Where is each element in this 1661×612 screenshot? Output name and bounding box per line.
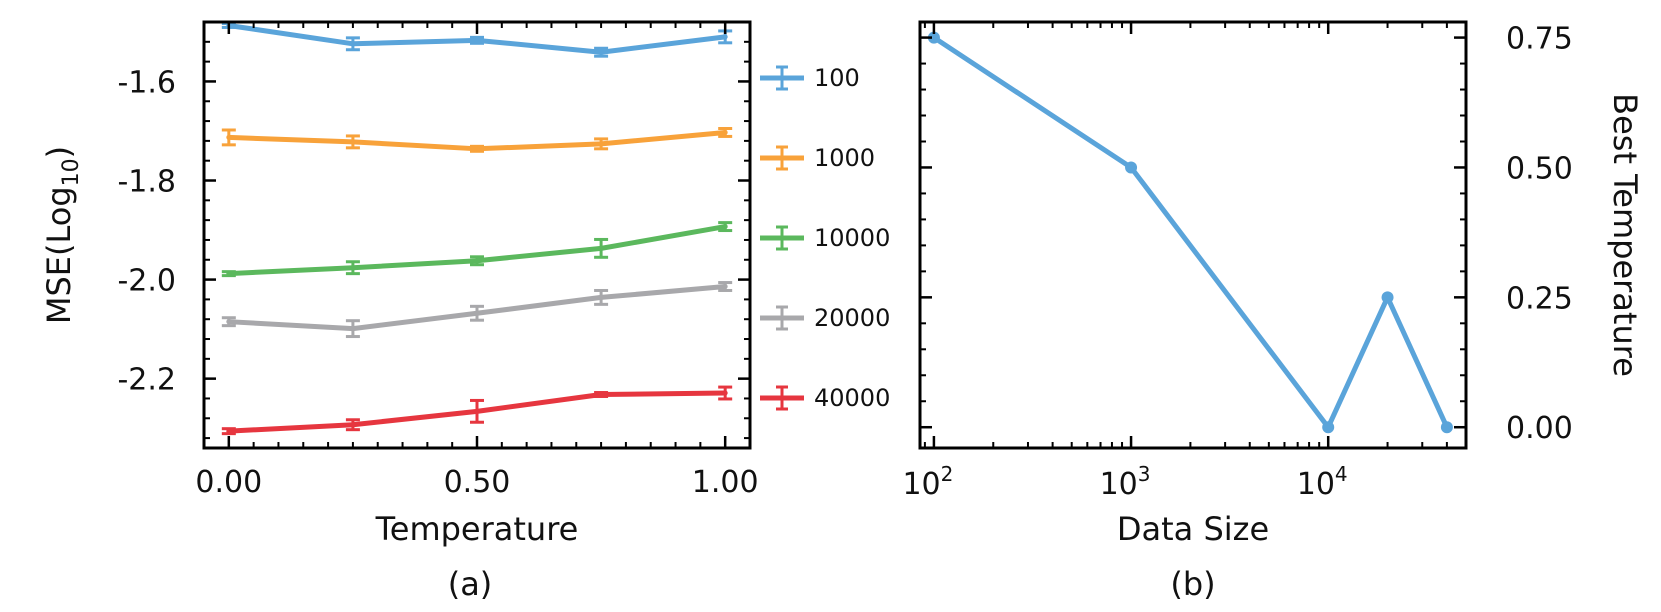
- chart-b-xtick-base: 10: [1100, 467, 1138, 502]
- chart-a-legend-label: 10000: [814, 224, 890, 252]
- chart-a-ylabel-close: ): [40, 146, 78, 158]
- chart-b-point: [1322, 421, 1335, 434]
- chart-a-xtick-label: 0.50: [444, 465, 511, 500]
- chart-a-legend-label: 40000: [814, 384, 890, 412]
- chart-a-point: [226, 319, 232, 325]
- chart-a-point: [350, 326, 356, 332]
- chart-a-point: [474, 258, 480, 264]
- chart-a-point: [598, 49, 604, 55]
- chart-b-xtick-exponent: 4: [1335, 462, 1348, 486]
- chart-a-ticks: 0.00 0.50 1.00 -1.6 -1.8 -2.0 -2.2: [117, 22, 759, 500]
- chart-b-xtick-exponent: 2: [941, 462, 954, 486]
- chart-a-point: [722, 390, 728, 396]
- chart-a-point: [722, 129, 728, 135]
- chart-a-ylabel: MSE(Log10): [40, 146, 84, 324]
- chart-a-ylabel-sub: 10: [59, 158, 84, 186]
- chart-a-ytick-label: -1.6: [117, 65, 176, 100]
- chart-b-xtick-label: 104: [1297, 462, 1348, 502]
- chart-a-marks: [221, 21, 733, 436]
- chart-a-ytick-label: -2.2: [117, 363, 176, 398]
- chart-a-point: [474, 37, 480, 43]
- chart-b-xtick-base: 10: [902, 467, 940, 502]
- chart-b-point: [1381, 291, 1394, 304]
- chart-a-point: [598, 245, 604, 251]
- chart-a-point: [598, 141, 604, 147]
- chart-b-caption: (b): [1170, 565, 1215, 603]
- chart-a-legend-label: 1000: [814, 144, 875, 172]
- chart-a-xtick-label: 0.00: [195, 465, 262, 500]
- chart-a-point: [350, 265, 356, 271]
- chart-a-point: [598, 392, 604, 398]
- chart-a-point: [226, 428, 232, 434]
- chart-b-series-line: [932, 35, 1450, 430]
- chart-a-point: [226, 271, 232, 277]
- chart-a-legend-label: 20000: [814, 304, 890, 332]
- chart-a-point: [474, 310, 480, 316]
- chart-a-series-line: [228, 224, 726, 277]
- chart-b-ytick-label: 0.50: [1506, 151, 1573, 186]
- chart-b-point: [1440, 421, 1453, 434]
- chart-a-ylabel-base: MSE(Log: [40, 186, 78, 324]
- chart-a-caption: (a): [448, 565, 493, 603]
- chart-a-point: [350, 139, 356, 145]
- chart-a-xtick-label: 1.00: [692, 465, 759, 500]
- chart-b-marks: [927, 31, 1453, 434]
- chart-b-ylabel: Best Temperature: [1606, 93, 1644, 377]
- chart-a-legend-label: 100: [814, 64, 860, 92]
- chart-a-point: [350, 422, 356, 428]
- chart-b-xlabel: Data Size: [1117, 510, 1269, 548]
- chart-a-point: [226, 134, 232, 140]
- chart-b-xtick-label: 103: [1100, 462, 1151, 502]
- chart-a-point: [474, 146, 480, 152]
- chart-b-ytick-label: 0.00: [1506, 411, 1573, 446]
- chart-b-ytick-label: 0.75: [1506, 22, 1573, 57]
- chart-b-ytick-label: 0.25: [1506, 281, 1573, 316]
- chart-a-legend: 100 1000 10000 20000 40000: [760, 64, 890, 412]
- chart-b-point: [927, 31, 940, 44]
- chart-a-point: [722, 224, 728, 230]
- chart-a-ytick-label: -1.8: [117, 165, 176, 200]
- chart-a: 0.00 0.50 1.00 -1.6 -1.8 -2.0 -2.2 100 1000 1000…: [40, 20, 890, 603]
- chart-a-point: [722, 34, 728, 40]
- chart-b-frame: [918, 20, 1468, 450]
- chart-b-point: [1125, 161, 1138, 174]
- chart-b-xtick-label: 102: [902, 462, 953, 502]
- chart-a-point: [722, 284, 728, 290]
- chart-a-point: [350, 41, 356, 47]
- chart-a-ytick-label: -2.0: [117, 264, 176, 299]
- chart-b-xtick-base: 10: [1297, 467, 1335, 502]
- chart-a-point: [474, 408, 480, 414]
- chart-b-xtick-exponent: 3: [1138, 462, 1151, 486]
- chart-a-xlabel: Temperature: [375, 510, 579, 548]
- chart-a-point: [598, 294, 604, 300]
